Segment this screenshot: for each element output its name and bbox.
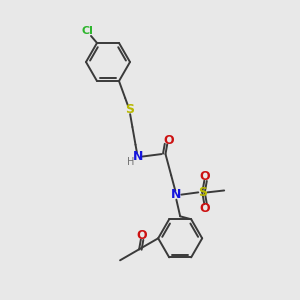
- Text: S: S: [125, 103, 134, 116]
- Text: N: N: [132, 150, 143, 163]
- Text: O: O: [199, 170, 210, 183]
- Text: N: N: [171, 188, 182, 201]
- Text: O: O: [163, 134, 173, 147]
- Text: S: S: [198, 186, 207, 199]
- Text: Cl: Cl: [81, 26, 93, 36]
- Text: H: H: [127, 157, 134, 166]
- Text: O: O: [136, 229, 147, 242]
- Text: O: O: [199, 202, 210, 215]
